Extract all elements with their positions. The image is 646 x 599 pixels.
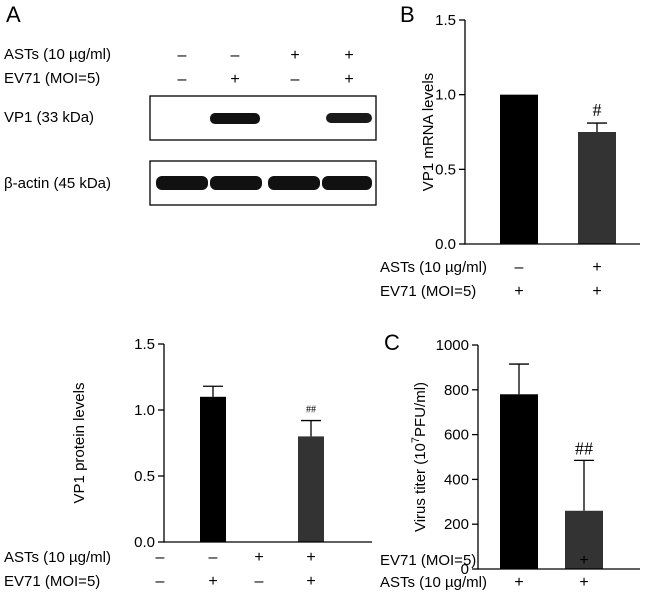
y-tick-label: 0.0 xyxy=(134,534,155,551)
condition-sign: + xyxy=(592,259,601,276)
blot-sign-ev71-lane2: + xyxy=(230,71,239,88)
y-tick-label: 1.0 xyxy=(134,402,155,419)
significance-mark: # xyxy=(593,100,602,120)
chart-b-vp1-mrna: 0.0 0.5 1.0 1.5 VP1 mRNA levels # ASTs (10 µg/… xyxy=(380,12,640,300)
y-axis-label: VP1 protein levels xyxy=(71,383,88,504)
condition-sign: + xyxy=(254,549,263,566)
blot-sign-asts-lane2: – xyxy=(231,47,240,64)
condition-label: EV71 (MOI=5) xyxy=(380,283,476,300)
y-tick-label: 1.5 xyxy=(435,12,456,29)
condition-sign: + xyxy=(208,573,217,590)
y-tick-label: 0.5 xyxy=(435,161,456,178)
y-tick-label: 1.0 xyxy=(435,87,456,104)
condition-sign: – xyxy=(255,573,264,590)
panel-a-western-blot: A ASTs (10 µg/ml) EV71 (MOI=5) – – + + –… xyxy=(4,2,377,206)
condition-sign: + xyxy=(592,283,601,300)
y-tick-label: 0.0 xyxy=(435,236,456,253)
condition-sign: + xyxy=(514,283,523,300)
chart-c-virus-titer: 0 200 400 600 800 1000 Virus titer (107PFU/ml)… xyxy=(380,337,640,591)
panel-letter-b: B xyxy=(400,2,415,27)
y-tick-label: 0 xyxy=(461,561,469,578)
blot-band-actin-lane3 xyxy=(268,176,320,190)
blot-sign-asts-lane4: + xyxy=(344,47,353,64)
y-tick-label: 200 xyxy=(444,516,469,533)
blot-band-vp1-lane4 xyxy=(326,113,372,123)
condition-label: EV71 (MOI=5) xyxy=(380,552,476,569)
condition-label: ASTs (10 µg/ml) xyxy=(4,549,111,566)
condition-sign: – xyxy=(209,549,218,566)
bar xyxy=(500,394,538,569)
condition-sign: – xyxy=(515,552,524,569)
y-axis-label: Virus titer (107PFU/ml) xyxy=(410,382,429,532)
bar xyxy=(500,94,538,245)
bar xyxy=(298,436,324,542)
blot-treatment-label-ev71: EV71 (MOI=5) xyxy=(4,70,100,87)
y-tick-label: 600 xyxy=(444,427,469,444)
chart-a-vp1-protein: 0.0 0.5 1.0 1.5 VP1 protein levels ## ASTs (10… xyxy=(4,336,372,590)
blot-sign-ev71-lane3: – xyxy=(291,71,300,88)
bar xyxy=(578,132,616,244)
condition-label: ASTs (10 µg/ml) xyxy=(380,574,487,591)
blot-sign-ev71-lane4: + xyxy=(344,71,353,88)
blot-band-vp1-lane2 xyxy=(210,113,260,124)
condition-sign: + xyxy=(306,573,315,590)
panel-letter-c: C xyxy=(384,330,400,355)
y-axis-label: VP1 mRNA levels xyxy=(420,73,437,191)
blot-sign-ev71-lane1: – xyxy=(178,71,187,88)
y-tick-label: 400 xyxy=(444,471,469,488)
condition-sign: – xyxy=(515,259,524,276)
blot-label-beta-actin: β-actin (45 kDa) xyxy=(4,175,111,192)
condition-sign: – xyxy=(156,549,165,566)
significance-mark: ## xyxy=(575,438,593,458)
condition-sign: + xyxy=(579,552,588,569)
blot-band-actin-lane2 xyxy=(210,176,262,190)
condition-label: ASTs (10 µg/ml) xyxy=(380,259,487,276)
condition-sign: + xyxy=(579,574,588,591)
panel-letter-a: A xyxy=(6,2,21,27)
significance-mark: ## xyxy=(306,405,316,416)
condition-sign: + xyxy=(514,574,523,591)
blot-treatment-label-asts: ASTs (10 µg/ml) xyxy=(4,46,111,63)
condition-sign: + xyxy=(306,549,315,566)
bar xyxy=(200,396,226,542)
blot-band-actin-lane4 xyxy=(322,176,372,190)
blot-band-actin-lane1 xyxy=(156,176,208,190)
y-tick-label: 800 xyxy=(444,382,469,399)
blot-sign-asts-lane1: – xyxy=(178,47,187,64)
y-tick-label: 0.5 xyxy=(134,468,155,485)
condition-label: EV71 (MOI=5) xyxy=(4,573,100,590)
y-tick-label: 1000 xyxy=(436,337,469,354)
bar xyxy=(565,510,603,569)
blot-label-vp1: VP1 (33 kDa) xyxy=(4,109,94,126)
blot-sign-asts-lane3: + xyxy=(290,47,299,64)
y-tick-label: 1.5 xyxy=(134,336,155,353)
condition-sign: – xyxy=(156,573,165,590)
